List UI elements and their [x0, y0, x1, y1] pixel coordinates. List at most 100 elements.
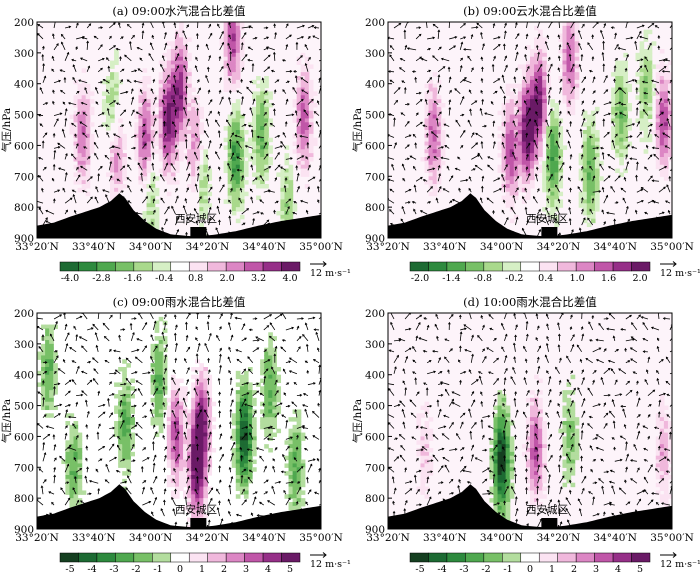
shade-cell [191, 126, 196, 131]
shade-cell [530, 157, 535, 162]
shade-cell [158, 417, 164, 422]
wind-arrowhead [569, 187, 572, 191]
shade-cell [142, 91, 148, 96]
shade-cell [195, 160, 200, 166]
wind-arrow [238, 197, 243, 204]
shade-cell [639, 99, 645, 104]
shade-cell [659, 141, 665, 147]
shade-cell [158, 390, 164, 395]
shade-cell [183, 106, 188, 112]
shade-cell [284, 211, 290, 216]
shade-cell [615, 126, 620, 131]
wind-arrowhead [407, 201, 411, 204]
shade-cell [247, 153, 253, 158]
shade-cell [122, 428, 127, 434]
shade-cell [158, 141, 164, 147]
shade-cell [223, 83, 229, 89]
shade-cell [150, 421, 156, 426]
shade-cell [231, 207, 237, 212]
shade-cell [81, 176, 87, 181]
shade-cell [304, 72, 310, 77]
shade-cell [432, 187, 438, 193]
wind-arrow [636, 31, 642, 40]
shade-cell [517, 133, 523, 139]
shade-cell [635, 52, 641, 58]
shade-cell [570, 83, 576, 89]
wind-arrowhead [83, 146, 86, 149]
shade-cell [574, 68, 580, 73]
wind-arrow [393, 100, 398, 105]
shade-cell [558, 49, 564, 54]
wind-arrow [636, 101, 642, 105]
shade-cell [509, 180, 515, 185]
wind-arrowhead [151, 67, 155, 71]
shade-cell [154, 336, 160, 341]
wind-arrowhead [394, 142, 397, 145]
shade-cell [170, 45, 176, 50]
wind-arrow [84, 87, 88, 94]
wind-arrowhead [269, 122, 273, 126]
wind-arrowhead [61, 128, 65, 132]
shade-cell [138, 91, 144, 96]
shade-cell [150, 343, 156, 349]
wind-arrow [514, 76, 516, 83]
shade-cell [183, 114, 188, 120]
shade-cell [623, 83, 628, 89]
plot-area [37, 313, 321, 529]
wind-arrowhead [283, 184, 287, 188]
shade-cell [509, 157, 515, 162]
wind-arrowhead [312, 176, 316, 180]
wind-arrowhead [667, 98, 670, 101]
shade-cell [162, 168, 168, 174]
shade-cell [643, 133, 649, 139]
shade-cell [424, 149, 430, 154]
shade-cell [170, 87, 176, 93]
wind-arrowhead [501, 209, 505, 213]
shade-cell [558, 203, 564, 208]
shade-cell [505, 153, 511, 158]
shade-cell [574, 87, 580, 93]
shade-cell [179, 141, 184, 147]
wind-arrow [142, 196, 148, 204]
wind-arrow [208, 111, 212, 116]
wind-arrowhead [615, 57, 618, 61]
wind-arrowhead [182, 30, 185, 33]
wind-arrow [215, 151, 220, 160]
wind-arrowhead [673, 153, 675, 155]
wind-arrow [95, 87, 99, 94]
shade-cell [183, 99, 188, 104]
y-tick-label: 800 [365, 202, 385, 214]
shade-cell [594, 199, 600, 204]
wind-arrowhead [550, 173, 553, 177]
shade-cell [517, 126, 523, 131]
wind-arrow [160, 197, 165, 204]
wind-arrowhead [535, 85, 538, 89]
shade-cell [158, 149, 164, 154]
shade-cell [179, 76, 184, 81]
shade-cell [138, 141, 144, 147]
shade-cell [65, 444, 71, 449]
shade-cell [566, 64, 572, 69]
shade-cell [256, 164, 261, 170]
shade-cell [207, 172, 213, 177]
shade-cell [142, 133, 148, 139]
shade-cell [191, 103, 196, 108]
shade-cell [73, 502, 79, 507]
shade-cell [260, 87, 265, 93]
shade-cell [77, 141, 83, 147]
wind-arrow [515, 132, 518, 138]
shade-cell [615, 83, 620, 89]
shade-cell [142, 83, 148, 89]
wind-arrowhead [205, 118, 209, 122]
wind-arrowhead [82, 112, 86, 115]
wind-arrow [162, 22, 165, 29]
shade-cell [235, 176, 241, 181]
shade-cell [582, 168, 588, 174]
shade-cell [187, 164, 192, 170]
wind-arrowhead [194, 65, 198, 68]
shade-cell [166, 455, 172, 461]
wind-arrow [581, 109, 585, 116]
wind-arrow [404, 189, 411, 193]
wind-arrowhead [86, 40, 90, 44]
shade-cell [586, 180, 592, 185]
